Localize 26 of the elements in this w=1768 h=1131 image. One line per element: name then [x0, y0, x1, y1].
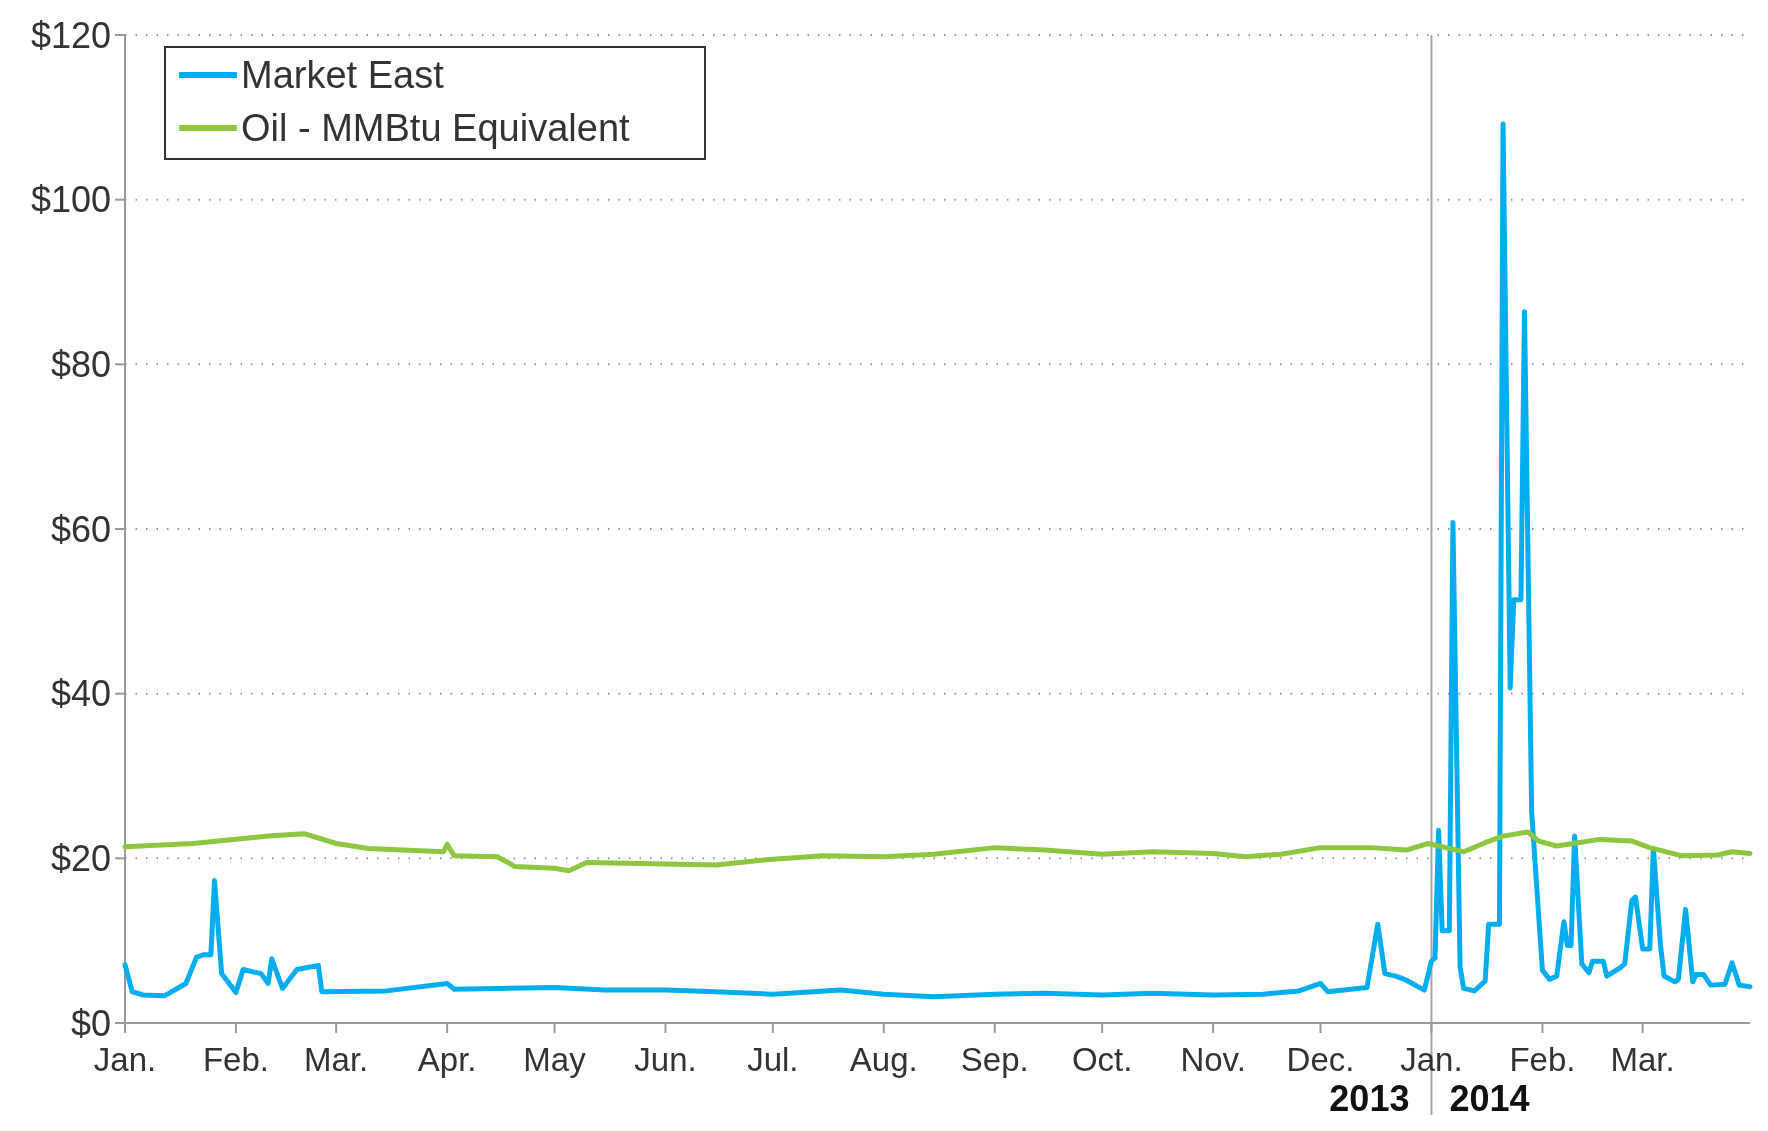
x-tick-label: Mar.: [304, 1041, 369, 1078]
text: 2014: [1449, 1078, 1530, 1119]
x-tick-label: Mar.: [1610, 1041, 1675, 1078]
y-tick-label: $100: [30, 179, 111, 221]
x-tick-label: Nov.: [1180, 1041, 1246, 1078]
x-tick-label: Jan.: [1400, 1041, 1463, 1078]
x-tick-label: Feb.: [202, 1041, 269, 1078]
x-tick-label: Aug.: [849, 1041, 918, 1078]
x-tick-label: Oct.: [1071, 1041, 1133, 1078]
y-tick-label: $80: [50, 343, 111, 385]
legend-label: Oil - MMBtu Equivalent: [241, 107, 631, 150]
legend-label: Market East: [241, 54, 445, 97]
x-tick-label: Jun.: [634, 1041, 697, 1078]
x-tick-label: Sep.: [960, 1041, 1029, 1078]
y-tick-label: $0: [70, 1002, 111, 1044]
y-tick-label: $20: [50, 837, 111, 879]
x-tick-label: May: [523, 1041, 587, 1078]
y-tick-label: $120: [30, 14, 111, 56]
x-tick-label: Dec.: [1286, 1041, 1355, 1078]
text: 2013: [1329, 1078, 1410, 1119]
y-tick-label: $40: [50, 673, 111, 715]
x-tick-label: Apr.: [417, 1041, 477, 1078]
x-tick-label: Jul.: [747, 1041, 799, 1078]
x-tick-label: Feb.: [1509, 1041, 1576, 1078]
y-tick-label: $60: [50, 508, 111, 550]
x-tick-label: Jan.: [93, 1041, 157, 1078]
